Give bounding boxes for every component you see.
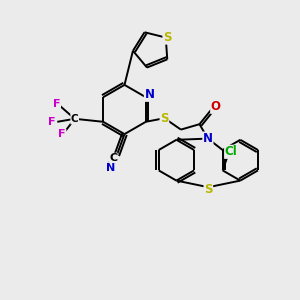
Text: F: F xyxy=(53,99,60,109)
Text: S: S xyxy=(204,183,213,196)
Text: F: F xyxy=(58,129,66,140)
Text: S: S xyxy=(163,31,172,44)
Text: N: N xyxy=(144,88,154,101)
Text: C: C xyxy=(109,153,117,163)
Text: S: S xyxy=(160,112,169,125)
Text: O: O xyxy=(211,100,221,113)
Text: F: F xyxy=(48,117,56,127)
Text: N: N xyxy=(203,132,213,145)
Text: Cl: Cl xyxy=(225,145,237,158)
Text: C: C xyxy=(71,114,79,124)
Text: N: N xyxy=(106,163,115,173)
